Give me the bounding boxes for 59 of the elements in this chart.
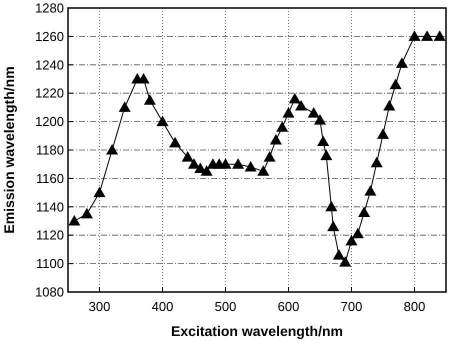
y-tick-label: 1160 (36, 170, 64, 186)
point (320, 150, 332, 160)
x-tick-label: 800 (404, 299, 426, 314)
y-tick-label: 1280 (35, 0, 64, 16)
point (144, 94, 156, 105)
point (383, 100, 396, 110)
point (358, 206, 370, 217)
point (182, 151, 194, 162)
x-tick-label: 600 (278, 299, 300, 314)
point (288, 92, 301, 104)
point (421, 30, 434, 41)
point (295, 100, 308, 110)
point (370, 156, 383, 168)
point (408, 30, 420, 41)
point (232, 158, 244, 169)
point (257, 165, 270, 176)
point (244, 161, 257, 172)
point (80, 208, 93, 218)
point (308, 107, 320, 118)
x-tick-label: 500 (214, 299, 236, 314)
y-tick-label: 1080 (35, 284, 64, 300)
point (332, 249, 345, 260)
y-tick-label: 1140 (36, 199, 64, 214)
point (377, 128, 389, 139)
y-tick-label: 1220 (35, 86, 64, 101)
point (434, 30, 446, 41)
y-tick-label: 1240 (35, 57, 64, 72)
x-tick-label: 400 (152, 299, 174, 314)
y-tick-label: 1180 (36, 142, 64, 158)
x-tick-label: 700 (340, 299, 362, 314)
point (339, 256, 352, 267)
point (352, 228, 364, 238)
point (200, 165, 213, 176)
point (364, 185, 376, 196)
point (396, 57, 408, 68)
point (346, 234, 358, 246)
point (390, 78, 402, 90)
point (325, 200, 338, 212)
point (327, 220, 340, 232)
point (156, 116, 168, 126)
point (282, 107, 294, 118)
x-axis-title: Excitation wavelength/nm (171, 323, 343, 339)
point (106, 144, 118, 154)
point (276, 121, 288, 132)
point (169, 136, 182, 148)
y-tick-label: 1120 (36, 228, 64, 243)
y-tick-label: 1100 (36, 256, 64, 272)
y-axis-title: Emission wavelength/nm (1, 66, 17, 234)
point (118, 101, 131, 112)
point (68, 215, 80, 226)
y-tick-label: 1260 (35, 28, 64, 44)
point (317, 135, 330, 146)
point (220, 158, 232, 169)
y-tick-label: 1200 (35, 114, 64, 130)
point (270, 134, 282, 145)
x-tick-label: 300 (88, 299, 110, 314)
point (94, 186, 106, 198)
point (314, 114, 326, 125)
point (264, 151, 276, 162)
